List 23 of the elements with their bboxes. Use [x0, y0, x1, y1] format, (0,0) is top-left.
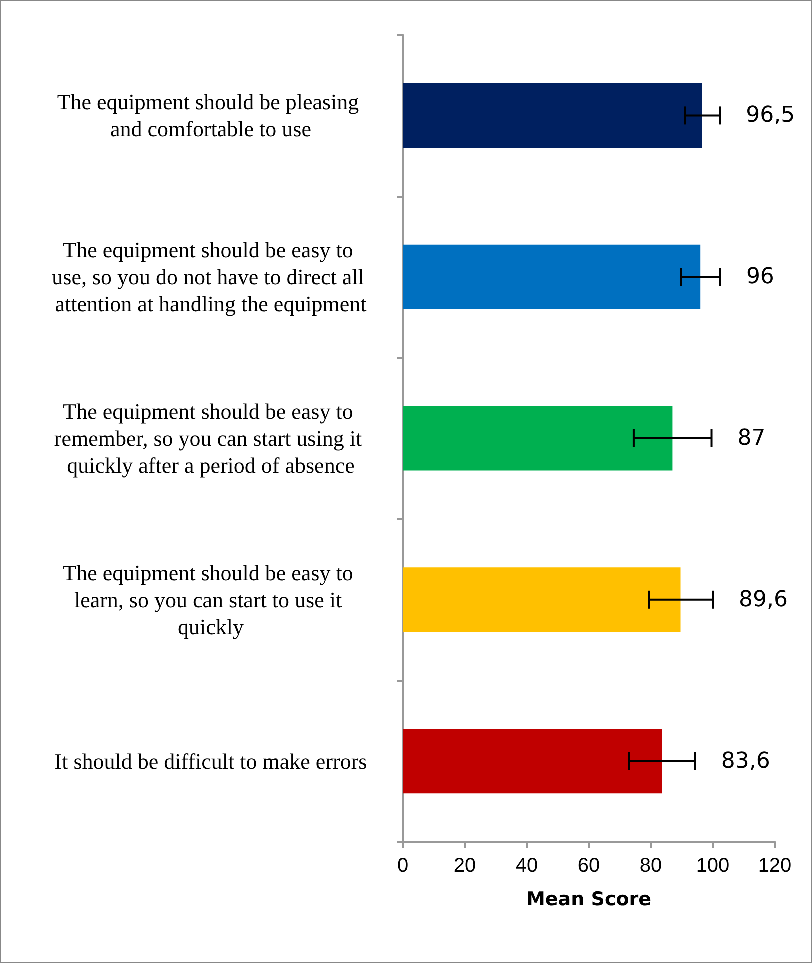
- y-tick-label: The equipment should be pleasing and comfortable to use: [57, 90, 365, 142]
- x-tick-label: 100: [696, 855, 730, 877]
- x-tick-label: 0: [397, 855, 409, 877]
- bar: [403, 244, 701, 310]
- x-tick-label: 20: [454, 855, 476, 877]
- x-axis-title: Mean Score: [526, 888, 652, 910]
- data-label: 89,6: [739, 587, 788, 612]
- bar: [403, 83, 702, 148]
- x-tick-label: 60: [578, 855, 600, 877]
- bar: [403, 729, 662, 794]
- y-tick-label: The equipment should be easy to use, so you do not have to direct all attention at handling the equipment: [52, 238, 370, 317]
- data-label: 87: [738, 426, 766, 451]
- x-tick-label: 80: [640, 855, 662, 877]
- x-tick-label: 120: [758, 855, 792, 877]
- bar: [403, 568, 681, 632]
- y-tick-label: The equipment should be easy to learn, so you can start to use it quickly: [63, 560, 359, 640]
- x-tick-label: 40: [516, 855, 538, 877]
- y-tick-label: It should be difficult to make errors: [54, 748, 368, 774]
- y-tick-label: The equipment should be easy to remember, so you can start using it quickly after a period of absence: [54, 399, 368, 478]
- data-label: 83,6: [721, 748, 770, 774]
- data-label: 96,5: [746, 103, 796, 128]
- data-label: 96: [746, 264, 774, 290]
- bar: [403, 406, 673, 471]
